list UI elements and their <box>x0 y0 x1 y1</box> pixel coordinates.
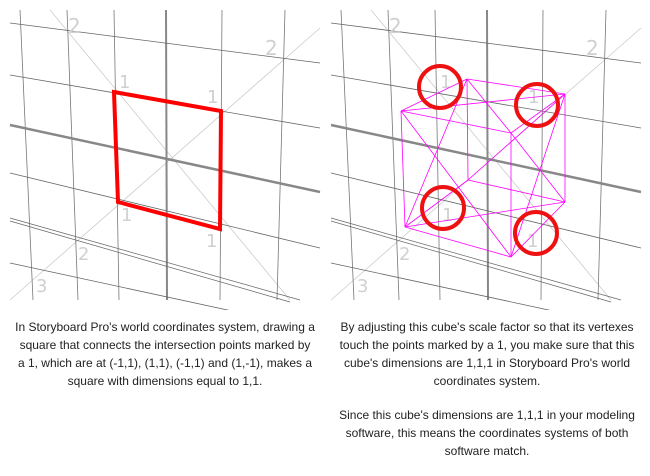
cube-edge <box>400 110 406 228</box>
left-grid-illustration: 2211112322111123 <box>9 9 642 310</box>
cube-edge <box>510 93 566 258</box>
grid-label: 1 <box>207 87 218 108</box>
grid-label: 2 <box>265 36 278 60</box>
grid-line-vertical <box>66 9 79 301</box>
grid-line-horizontal <box>330 74 642 129</box>
axis-horizontal <box>330 123 642 194</box>
right-caption-text-2: Since this cube's dimensions are 1,1,1 i… <box>339 408 635 458</box>
grid-line-horizontal <box>9 22 321 64</box>
grid-label: 1 <box>440 72 451 93</box>
grid-line-horizontal <box>330 217 622 301</box>
grid-line-vertical <box>540 9 544 301</box>
grid-label: 1 <box>527 231 538 252</box>
cube-edge <box>400 110 512 258</box>
diagonal-line <box>370 9 612 301</box>
grid-label: 1 <box>119 72 130 93</box>
grid-label: 2 <box>399 244 410 265</box>
left-panel: 2 2 1 1 1 1 2 3 <box>9 9 321 310</box>
cube-edge <box>467 179 566 203</box>
cube-edge <box>400 110 512 134</box>
cube-edge <box>400 78 468 112</box>
left-caption-text: In Storyboard Pro's world coordinates sy… <box>15 320 315 388</box>
cube-edge <box>404 78 468 228</box>
grid-label: 1 <box>442 205 453 226</box>
grid-label: 2 <box>78 244 89 265</box>
grid-label: 2 <box>68 14 81 38</box>
grid-line-vertical <box>276 9 286 301</box>
cube-edge <box>466 78 512 134</box>
highlight-circle <box>513 210 559 256</box>
grid-line-vertical <box>434 9 441 301</box>
axis-horizontal <box>9 123 321 194</box>
highlight-circle <box>417 64 463 110</box>
cube-edge <box>510 132 566 203</box>
grid-line-horizontal <box>9 217 301 301</box>
grid-line-horizontal <box>9 262 230 310</box>
right-caption: By adjusting this cube's scale factor so… <box>337 318 637 476</box>
cube-edge <box>466 78 566 95</box>
left-caption: In Storyboard Pro's world coordinates sy… <box>15 318 315 406</box>
grid-line-vertical <box>597 9 607 301</box>
grid-line-horizontal <box>330 172 642 249</box>
highlight-circle <box>514 82 560 128</box>
grid-line-horizontal <box>330 262 551 310</box>
grid-label: 1 <box>206 231 217 252</box>
grid-line-horizontal <box>9 172 321 249</box>
grid-line-horizontal <box>330 22 642 64</box>
grid-label: 3 <box>357 276 368 297</box>
grid-label: 2 <box>389 14 402 38</box>
cube-edge <box>400 93 566 112</box>
grid-label: 3 <box>36 276 47 297</box>
cube-edge <box>467 93 566 181</box>
cube-edge <box>404 179 469 228</box>
cube-edge <box>404 226 512 258</box>
grid-line-vertical <box>19 9 34 301</box>
grid-line-horizontal <box>9 220 291 303</box>
right-caption-text-1: By adjusting this cube's scale factor so… <box>339 320 635 388</box>
diagonal-line <box>9 27 321 301</box>
grid-line-horizontal <box>330 220 612 303</box>
grid-line-vertical <box>340 9 355 301</box>
grid-label: 1 <box>121 205 132 226</box>
axis-vertical <box>165 9 168 301</box>
diagonal-line <box>49 9 291 301</box>
red-square <box>111 89 224 232</box>
highlight-circle <box>420 185 466 231</box>
cube-edge <box>404 201 566 228</box>
grid-line-vertical <box>387 9 400 301</box>
cube-edge <box>466 78 469 181</box>
grid-label: 2 <box>586 36 599 60</box>
axis-vertical <box>486 9 489 301</box>
